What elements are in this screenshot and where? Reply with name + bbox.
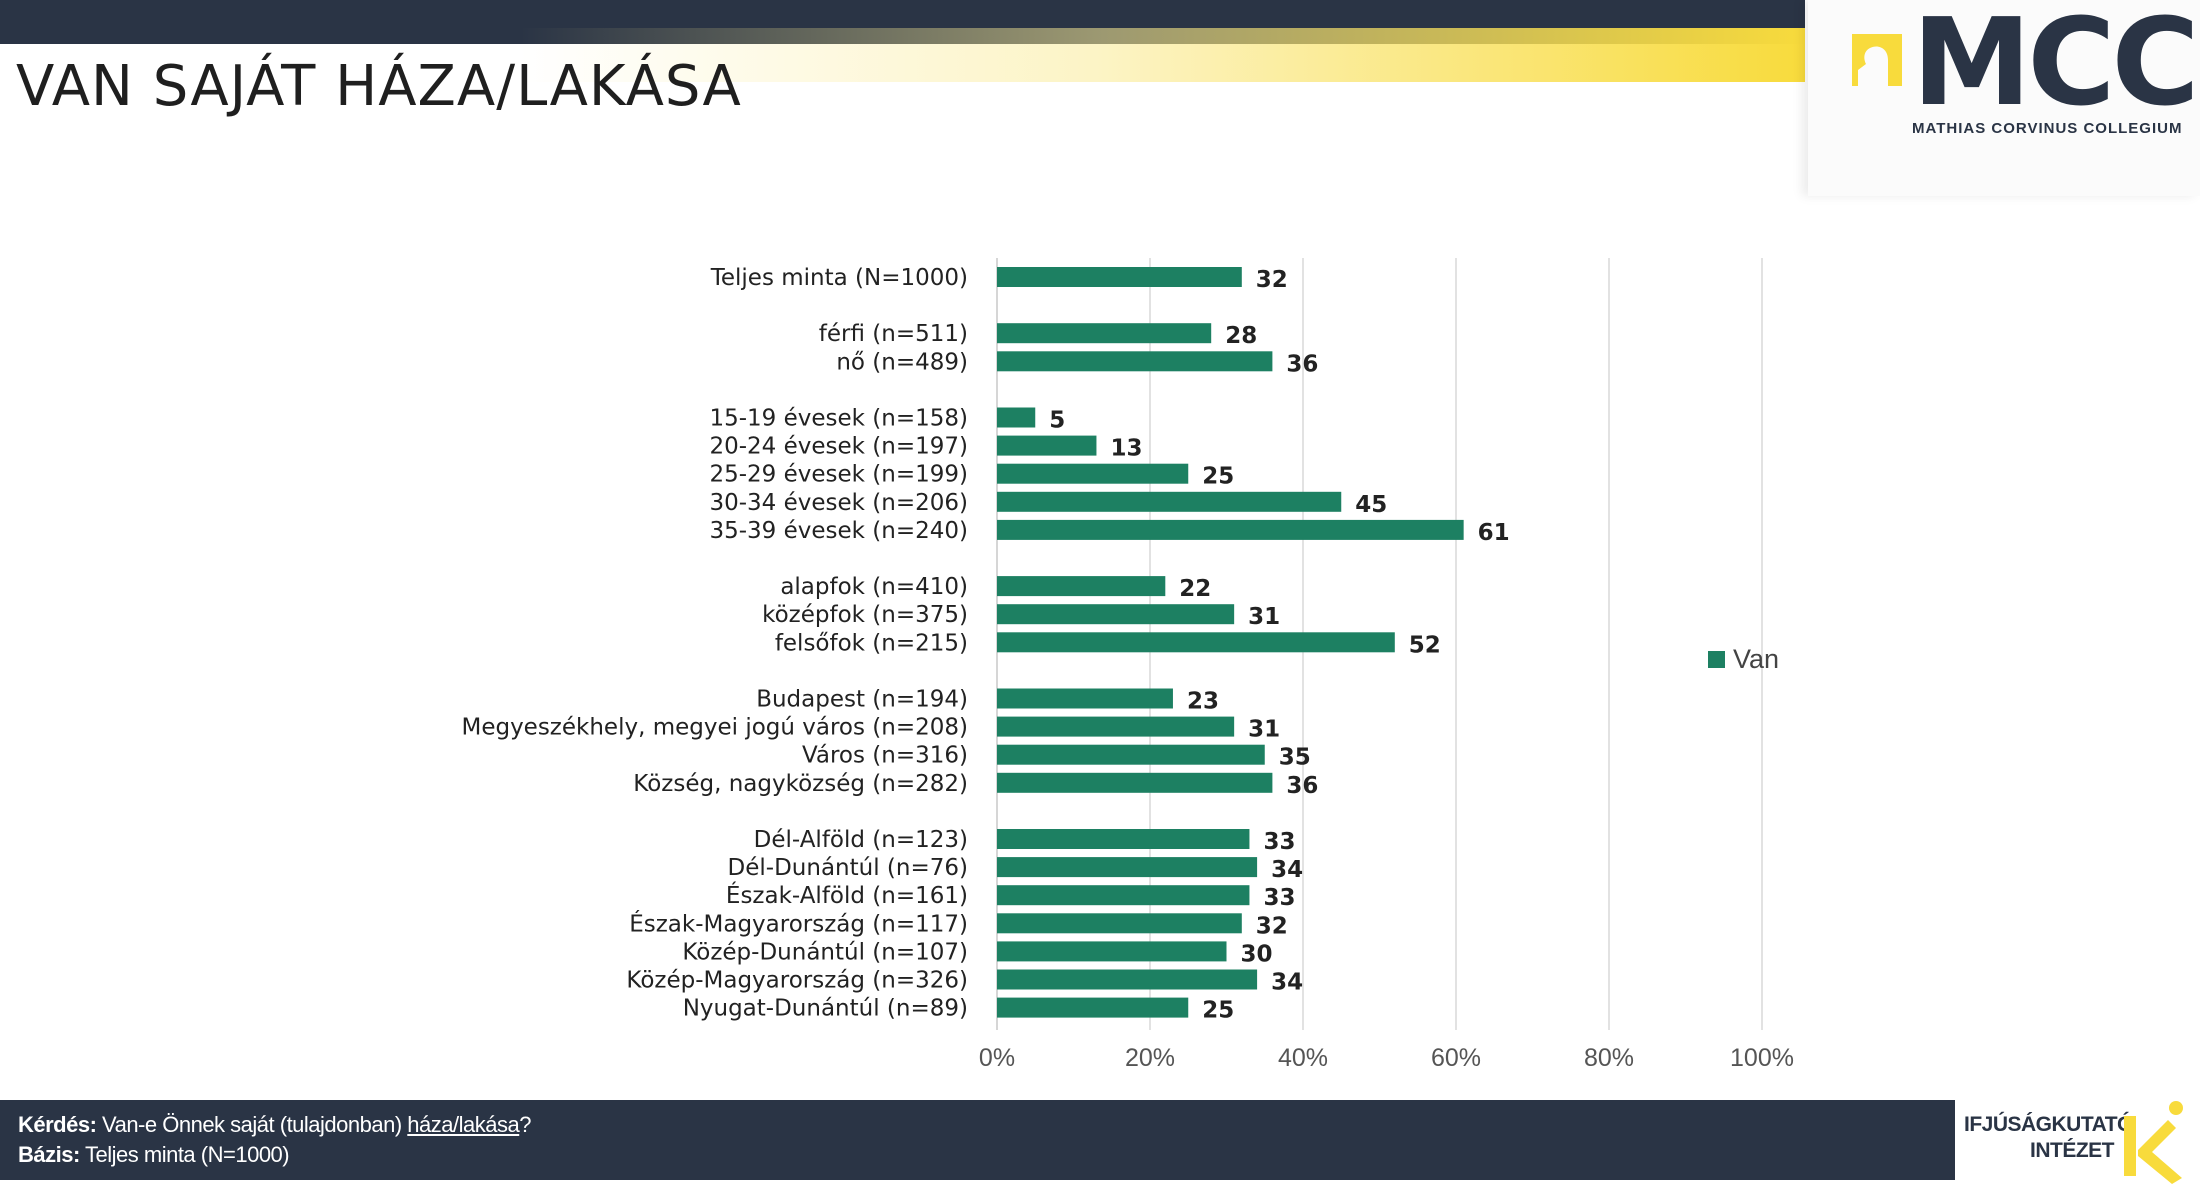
header-gold-accent: [520, 28, 1805, 82]
bar: [997, 407, 1036, 428]
bar: [997, 435, 1097, 456]
data-label: 35: [1279, 745, 1311, 771]
data-label: 33: [1263, 885, 1295, 911]
category-label: 35-39 évesek (n=240): [709, 518, 968, 544]
bar: [997, 941, 1227, 962]
x-tick-label: 80%: [1584, 1044, 1634, 1072]
legend-swatch: [1708, 651, 1725, 668]
data-label: 36: [1286, 351, 1318, 377]
bar: [997, 716, 1235, 737]
category-label: Város (n=316): [802, 743, 968, 769]
category-label: Észak-Magyarország (n=117): [629, 909, 968, 937]
bar: [997, 267, 1242, 287]
page-title: VAN SAJÁT HÁZA/LAKÁSA: [16, 54, 742, 119]
x-tick-label: 20%: [1125, 1044, 1175, 1072]
data-label: 34: [1271, 970, 1303, 996]
question-end: ?: [519, 1112, 531, 1137]
bar: [997, 772, 1273, 793]
data-label: 28: [1225, 323, 1257, 349]
bar: [997, 997, 1189, 1018]
data-label: 32: [1256, 913, 1288, 939]
category-label: 15-19 évesek (n=158): [709, 406, 968, 432]
bar: [997, 604, 1235, 625]
institute-line2: INTÉZET: [2030, 1139, 2115, 1162]
category-label: 20-24 évesek (n=197): [709, 434, 968, 460]
footer-question: Kérdés: Van-e Önnek saját (tulajdonban) …: [18, 1112, 531, 1138]
question-label: Kérdés:: [18, 1112, 97, 1137]
logo-subtitle: MATHIAS CORVINUS COLLEGIUM: [1912, 120, 2183, 137]
bar: [997, 885, 1250, 906]
category-label: felsőfok (n=215): [775, 630, 968, 656]
bar: [997, 576, 1166, 597]
category-label: alapfok (n=410): [780, 574, 968, 600]
x-tick-label: 100%: [1730, 1044, 1794, 1072]
mcc-logo: MCC MATHIAS CORVINUS COLLEGIUM: [1808, 0, 2200, 196]
bar: [997, 688, 1173, 709]
bar: [997, 491, 1342, 512]
data-label: 33: [1263, 829, 1295, 855]
mcc-head-icon: [1852, 34, 1902, 86]
data-label: 31: [1248, 604, 1280, 630]
bar: [997, 829, 1250, 849]
data-label: 13: [1110, 436, 1142, 462]
footer: Kérdés: Van-e Önnek saját (tulajdonban) …: [0, 1100, 1955, 1180]
x-tick-label: 0%: [979, 1044, 1015, 1072]
data-label: 22: [1179, 576, 1211, 602]
category-label: Megyeszékhely, megyei jogú város (n=208): [461, 715, 968, 741]
category-label: Közép-Dunántúl (n=107): [682, 939, 968, 965]
data-label: 45: [1355, 492, 1387, 518]
base-label: Bázis:: [18, 1142, 80, 1167]
bar: [997, 969, 1258, 990]
data-label: 30: [1241, 941, 1273, 967]
bar: [997, 519, 1464, 540]
data-label: 5: [1049, 408, 1065, 434]
x-tick-label: 60%: [1431, 1044, 1481, 1072]
bar: [997, 351, 1273, 372]
data-label: 61: [1478, 520, 1510, 546]
category-label: középfok (n=375): [762, 602, 968, 628]
bar-chart: 0% 20% 40% 60% 80% 100% Teljes minta (N=1000) 3…: [461, 258, 1794, 1072]
footer-base: Bázis: Teljes minta (N=1000): [18, 1142, 290, 1168]
category-label: 25-29 évesek (n=199): [709, 462, 968, 488]
data-label: 32: [1256, 267, 1288, 293]
category-label: nő (n=489): [836, 349, 968, 375]
category-label: 30-34 évesek (n=206): [709, 490, 968, 516]
data-label: 25: [1202, 998, 1234, 1024]
legend-label: Van: [1733, 644, 1779, 674]
category-label: Közép-Magyarország (n=326): [626, 968, 968, 994]
question-underlined: háza/lakása: [407, 1112, 520, 1137]
category-label: Dél-Dunántúl (n=76): [728, 855, 968, 881]
category-label: Budapest (n=194): [756, 687, 968, 713]
data-label: 31: [1248, 717, 1280, 743]
bar: [997, 323, 1212, 344]
bar: [997, 857, 1258, 878]
category-label: Község, nagyközség (n=282): [633, 771, 968, 797]
category-label: Észak-Alföld (n=161): [726, 881, 968, 909]
institute-line1: IFJÚSÁGKUTATÓ: [1964, 1113, 2133, 1136]
ik-logo-icon: [2124, 1101, 2183, 1184]
category-label: Teljes minta (N=1000): [710, 265, 968, 291]
category-label: Nyugat-Dunántúl (n=89): [683, 996, 968, 1022]
data-label: 23: [1187, 689, 1219, 715]
category-label: Dél-Alföld (n=123): [754, 827, 968, 853]
institute-logo: IFJÚSÁGKUTATÓ INTÉZET: [1960, 1096, 2200, 1188]
data-label: 52: [1409, 632, 1441, 658]
bar: [997, 913, 1242, 934]
logo-wordmark: MCC: [1912, 0, 2200, 133]
base-text: Teljes minta (N=1000): [85, 1142, 290, 1167]
question-text: Van-e Önnek saját (tulajdonban): [102, 1112, 402, 1137]
data-label: 36: [1286, 773, 1318, 799]
x-tick-label: 40%: [1278, 1044, 1328, 1072]
category-label: férfi (n=511): [819, 321, 968, 347]
bar: [997, 463, 1189, 484]
data-label: 25: [1202, 464, 1234, 490]
bar: [997, 632, 1395, 653]
data-label: 34: [1271, 857, 1303, 883]
bar: [997, 744, 1265, 765]
